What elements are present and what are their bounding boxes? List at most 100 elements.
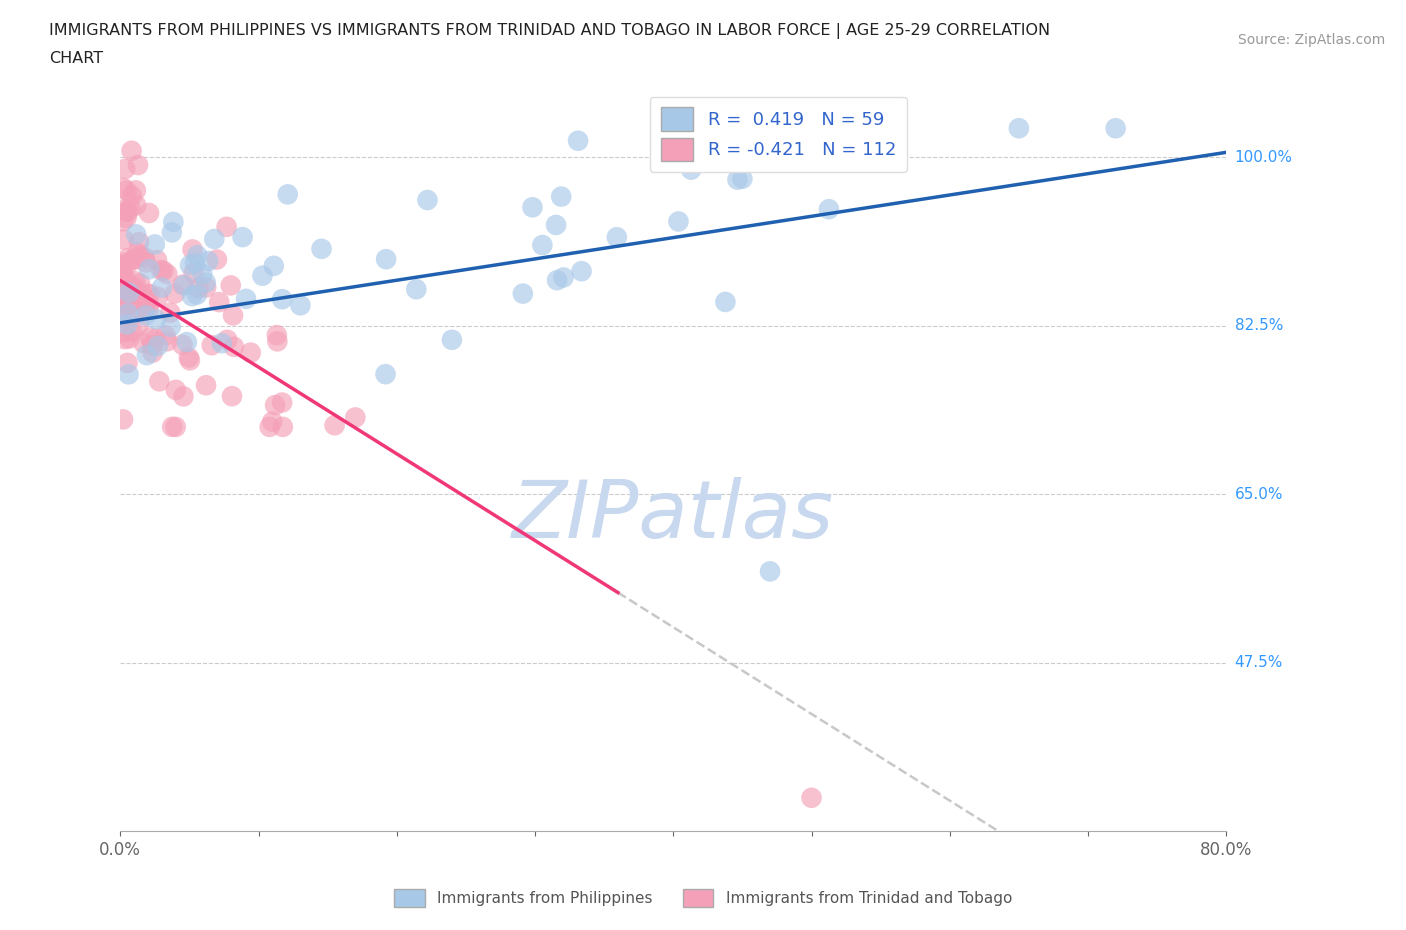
Point: [266, 327, 288, 342]
Point: [311, 242, 333, 257]
Point: [184, 256, 207, 271]
Point: [259, 419, 281, 434]
Point: [156, 334, 179, 349]
Point: [118, 297, 141, 312]
Point: [271, 395, 294, 410]
Point: [232, 230, 254, 245]
Point: [219, 278, 242, 293]
Point: [252, 268, 274, 283]
Point: [112, 258, 135, 272]
Point: [727, 172, 749, 187]
Point: [221, 389, 243, 404]
Text: CHART: CHART: [49, 51, 103, 66]
Point: [176, 335, 198, 350]
Point: [531, 237, 554, 252]
Point: [122, 308, 145, 323]
Point: [117, 355, 139, 370]
Point: [112, 412, 135, 427]
Point: [263, 259, 285, 273]
Point: [112, 214, 135, 229]
Point: [546, 272, 568, 287]
Point: [114, 162, 136, 177]
Point: [136, 286, 159, 301]
Point: [160, 419, 183, 434]
Point: [277, 187, 299, 202]
Point: [186, 287, 208, 302]
Point: [135, 291, 157, 306]
Point: [143, 237, 166, 252]
Point: [135, 348, 157, 363]
Point: [215, 219, 238, 234]
Point: [714, 295, 737, 310]
Point: [145, 331, 167, 346]
Point: [567, 133, 589, 148]
Point: [375, 252, 398, 267]
Point: [222, 339, 245, 354]
Point: [112, 287, 135, 302]
Point: [112, 325, 135, 339]
Point: [262, 414, 284, 429]
Point: [416, 193, 439, 207]
Point: [132, 336, 155, 351]
Point: [202, 232, 225, 246]
Point: [681, 162, 703, 177]
Point: [165, 382, 187, 397]
Point: [146, 253, 169, 268]
Text: ZIPatlas: ZIPatlas: [512, 477, 834, 555]
Point: [117, 205, 139, 219]
Point: [194, 275, 217, 290]
Point: [159, 305, 181, 320]
Point: [183, 265, 205, 280]
Point: [138, 206, 160, 220]
Point: [124, 287, 146, 302]
Point: [118, 276, 141, 291]
Point: [121, 143, 143, 158]
Point: [121, 324, 143, 339]
Point: [208, 295, 231, 310]
Point: [344, 410, 367, 425]
Point: [114, 332, 136, 347]
Point: [139, 330, 162, 345]
Point: [731, 171, 754, 186]
Point: [197, 254, 219, 269]
Point: [150, 262, 173, 277]
Point: [121, 286, 143, 300]
Point: [117, 299, 139, 313]
Point: [1104, 121, 1126, 136]
Point: [124, 283, 146, 298]
Point: [544, 218, 567, 232]
Point: [165, 419, 187, 434]
Point: [205, 252, 228, 267]
Point: [118, 331, 141, 346]
Point: [266, 334, 288, 349]
Point: [136, 298, 159, 312]
Point: [374, 366, 396, 381]
Legend: R =  0.419   N = 59, R = -0.421   N = 112: R = 0.419 N = 59, R = -0.421 N = 112: [650, 97, 907, 172]
Point: [122, 252, 145, 267]
Point: [120, 309, 142, 324]
Point: [162, 215, 184, 230]
Point: [112, 268, 135, 283]
Point: [112, 232, 135, 247]
Point: [112, 180, 135, 195]
Point: [112, 202, 135, 217]
Point: [121, 189, 143, 204]
Point: [128, 248, 150, 263]
Point: [121, 284, 143, 299]
Point: [179, 258, 201, 272]
Point: [118, 286, 141, 300]
Point: [668, 214, 690, 229]
Point: [160, 225, 183, 240]
Point: [323, 418, 346, 432]
Point: [127, 157, 149, 172]
Point: [186, 247, 208, 262]
Point: [163, 286, 186, 301]
Point: [128, 318, 150, 333]
Point: [405, 282, 427, 297]
Point: [117, 306, 139, 321]
Point: [550, 189, 572, 204]
Point: [156, 267, 179, 282]
Point: [112, 299, 135, 314]
Point: [135, 308, 157, 323]
Point: [124, 280, 146, 295]
